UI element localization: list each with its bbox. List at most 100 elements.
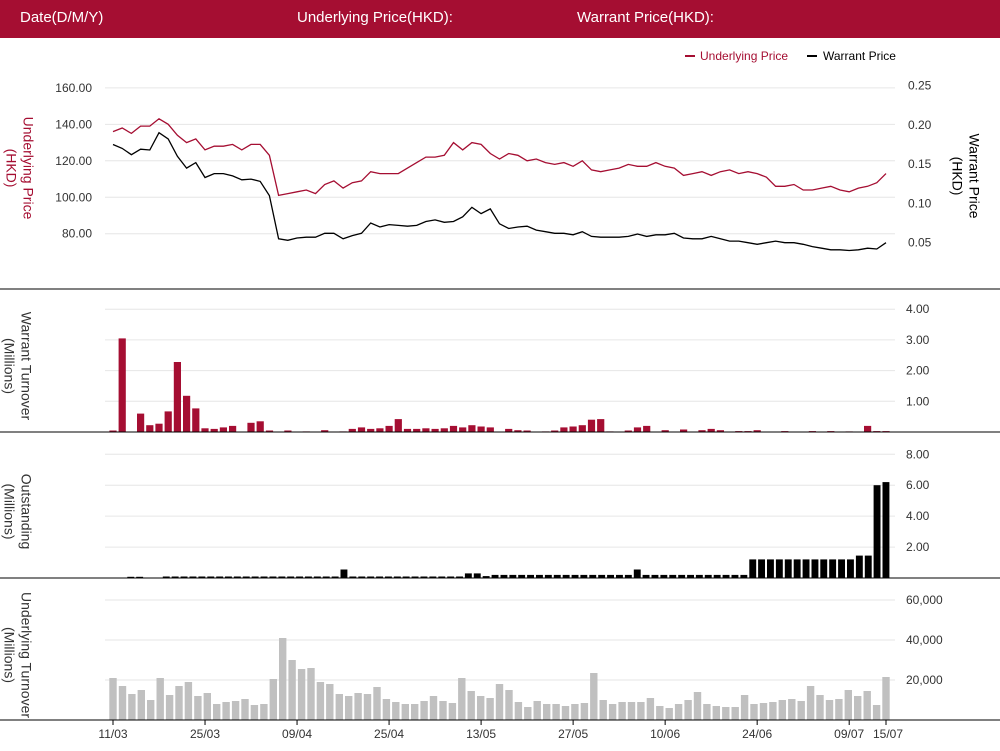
warrant-turnover-bar	[219, 427, 227, 432]
outstanding-bar	[322, 576, 330, 578]
y-tick-label-left: 160.00	[55, 81, 92, 95]
outstanding-bar	[171, 576, 179, 578]
warrant-turnover-bar	[661, 430, 669, 432]
outstanding-bar	[616, 574, 623, 578]
warrant-price-label: Warrant Price(HKD):	[577, 9, 714, 26]
underlying-turnover-bar	[156, 678, 164, 720]
warrant-turnover-bar	[256, 421, 264, 432]
outstanding-bar	[642, 574, 650, 578]
underlying-turnover-bar	[618, 702, 626, 720]
underlying-turnover-y-title-line: (Millions)	[2, 627, 18, 683]
outstanding-bar	[695, 574, 703, 578]
warrant-turnover-bar	[367, 428, 375, 432]
underlying-turnover-bar	[147, 700, 155, 720]
underlying-turnover-bar	[740, 695, 749, 720]
y-tick-label-right: 0.20	[908, 118, 932, 132]
underlying-turnover-bar	[467, 691, 475, 720]
warrant-turnover-bar	[265, 430, 274, 432]
underlying-turnover-bar	[646, 698, 655, 720]
outstanding-bar	[198, 576, 206, 578]
underlying-turnover-bar	[203, 693, 211, 720]
underlying-turnover-bar	[326, 684, 334, 720]
warrant-turnover-bar	[118, 338, 126, 432]
underlying-turnover-bar	[354, 693, 362, 720]
warrant-turnover-bar	[449, 425, 458, 432]
y-tick-label-left: 120.00	[55, 154, 92, 168]
underlying-turnover-bar	[335, 694, 343, 720]
underlying-turnover-bar	[165, 695, 174, 720]
outstanding-bar	[189, 576, 197, 578]
outstanding-bar	[340, 569, 348, 578]
y-tick-label-left: 140.00	[55, 117, 92, 131]
outstanding-bar	[811, 559, 819, 578]
warrant-turnover-bar	[505, 428, 513, 432]
outstanding-bar	[624, 574, 632, 578]
underlying-turnover-bar	[825, 700, 834, 720]
warrant-turnover-bar	[698, 430, 706, 432]
outstanding-bar	[376, 576, 383, 578]
underlying-turnover-bar	[392, 702, 400, 720]
outstanding-bar	[251, 576, 259, 578]
outstanding-bar	[464, 573, 472, 578]
outstanding-bar	[278, 576, 286, 578]
underlying-turnover-bar	[288, 660, 296, 720]
underlying-turnover-bar	[769, 702, 777, 720]
underlying-turnover-bar	[241, 699, 249, 720]
underlying-turnover-bar	[128, 694, 136, 720]
warrant-turnover-bar	[146, 425, 154, 432]
outstanding-bar	[580, 574, 588, 578]
underlying-turnover-bar	[439, 701, 447, 720]
outstanding-bar	[518, 574, 526, 578]
outstanding-bar	[802, 559, 810, 578]
underlying-turnover-bar	[580, 703, 589, 720]
outstanding-bar	[260, 576, 268, 578]
date-label: Date(D/M/Y)	[20, 9, 104, 26]
y-tick-label-left: 100.00	[55, 190, 92, 204]
underlying-turnover-bar	[552, 704, 560, 720]
x-tick-label: 25/04	[374, 727, 404, 741]
x-tick-label: 25/03	[190, 727, 220, 741]
underlying-turnover-y-title: Underlying Turnover(Millions)	[2, 592, 35, 718]
warrant-turnover-bar	[514, 430, 522, 432]
outstanding-y-title-line: Outstanding	[19, 474, 35, 550]
outstanding-bar	[269, 576, 277, 578]
underlying-turnover-bar	[590, 673, 598, 720]
underlying-turnover-bar	[109, 678, 117, 720]
warrant-turnover-bar	[385, 425, 393, 432]
outstanding-bar	[349, 576, 357, 578]
y-axis-title-right-line: Warrant Price	[967, 133, 983, 218]
outstanding-bar	[233, 576, 241, 578]
underlying-turnover-bar	[835, 699, 843, 720]
warrant-turnover-bar	[523, 430, 531, 432]
outstanding-bar	[305, 576, 312, 578]
warrant-turnover-bar	[357, 427, 366, 432]
warrant-turnover-bar	[394, 419, 402, 432]
outstanding-bar	[589, 574, 597, 578]
outstanding-bar	[447, 576, 455, 578]
outstanding-bar	[482, 576, 490, 578]
underlying-turnover-bar	[806, 686, 815, 720]
underlying-turnover-y-title-line: Underlying Turnover	[19, 592, 35, 718]
underlying-turnover-bar	[137, 690, 145, 720]
underlying-turnover-bar	[543, 704, 551, 720]
underlying-turnover-bar	[712, 706, 720, 720]
outstanding-bar	[571, 574, 579, 578]
underlying-turnover-bar	[514, 702, 523, 720]
x-tick-label: 13/05	[466, 727, 496, 741]
outstanding-bar	[775, 559, 783, 578]
underlying-price-label: Underlying Price(HKD):	[297, 9, 453, 26]
underlying-turnover-bar	[693, 692, 702, 720]
y-tick-label-right: 2.00	[906, 540, 930, 554]
warrant-turnover-bar	[486, 427, 494, 432]
outstanding-bar	[651, 574, 659, 578]
underlying-turnover-bar	[231, 701, 240, 720]
outstanding-bar	[331, 576, 339, 578]
underlying-turnover-bar	[684, 700, 692, 720]
x-tick-label: 11/03	[98, 727, 127, 741]
x-tick-label: 27/05	[558, 727, 588, 741]
underlying-turnover-bar	[882, 677, 890, 720]
outstanding-bar	[704, 574, 712, 578]
x-tick-label: 09/04	[282, 727, 312, 741]
underlying-turnover-bar	[401, 704, 409, 720]
underlying-turnover-bar	[297, 669, 306, 720]
